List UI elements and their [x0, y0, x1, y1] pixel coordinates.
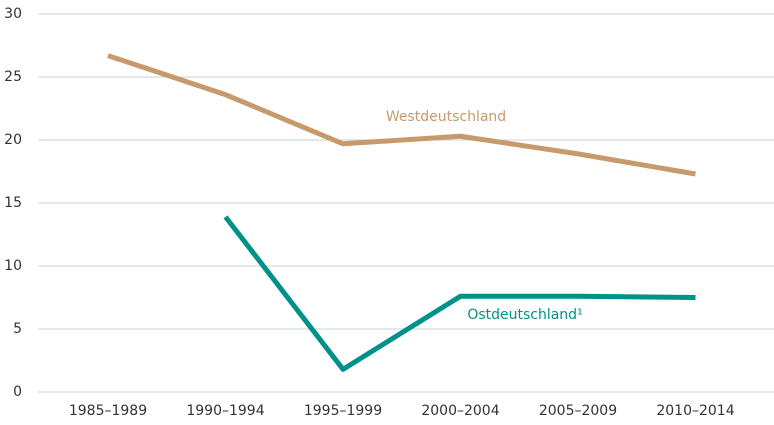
- series-label: Westdeutschland: [386, 109, 506, 125]
- y-tick-label: 30: [4, 6, 22, 22]
- y-tick-label: 20: [4, 132, 22, 148]
- x-tick-label: 1995–1999: [304, 403, 382, 419]
- line-series: [107, 53, 696, 177]
- y-tick-label: 15: [4, 195, 22, 211]
- line-series: [223, 215, 696, 372]
- y-tick-label: 10: [4, 258, 22, 274]
- x-tick-label: 2000–2004: [421, 403, 499, 419]
- y-tick-label: 25: [4, 69, 22, 85]
- series-label: Ostdeutschland¹: [467, 307, 582, 323]
- y-tick-label: 0: [13, 384, 22, 400]
- y-tick-label: 5: [13, 321, 22, 337]
- x-tick-label: 2010–2014: [656, 403, 734, 419]
- x-tick-label: 1990–1994: [186, 403, 264, 419]
- x-tick-label: 1985–1989: [69, 403, 147, 419]
- x-tick-label: 2005–2009: [539, 403, 617, 419]
